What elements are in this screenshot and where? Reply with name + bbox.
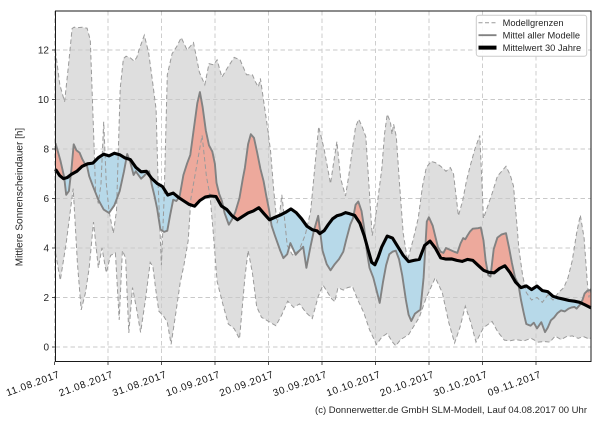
- svg-text:Mittelwert 30 Jahre: Mittelwert 30 Jahre: [503, 43, 582, 53]
- svg-text:(c) Donnerwetter.de GmbH SLM-M: (c) Donnerwetter.de GmbH SLM-Modell, Lau…: [315, 405, 587, 416]
- svg-text:0: 0: [43, 342, 49, 353]
- svg-text:Modellgrenzen: Modellgrenzen: [503, 18, 564, 28]
- svg-text:6: 6: [43, 194, 49, 205]
- svg-text:Mittel aller Modelle: Mittel aller Modelle: [503, 31, 581, 41]
- svg-text:10: 10: [38, 95, 50, 106]
- svg-text:8: 8: [43, 144, 49, 155]
- svg-text:Mittlere Sonnenscheindauer [h]: Mittlere Sonnenscheindauer [h]: [15, 128, 26, 267]
- svg-text:2: 2: [43, 293, 49, 304]
- svg-text:4: 4: [43, 243, 49, 254]
- svg-text:12: 12: [38, 45, 50, 56]
